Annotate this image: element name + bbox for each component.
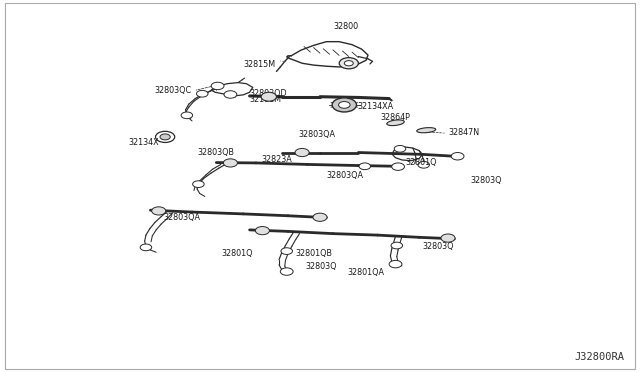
Circle shape — [391, 242, 403, 249]
Circle shape — [223, 159, 237, 167]
Ellipse shape — [160, 134, 170, 140]
Text: 32847N: 32847N — [448, 128, 479, 137]
Circle shape — [181, 112, 193, 119]
Text: 32803QA: 32803QA — [163, 213, 200, 222]
Ellipse shape — [332, 98, 356, 112]
Text: J32800RA: J32800RA — [574, 352, 624, 362]
Circle shape — [211, 82, 224, 90]
Circle shape — [389, 260, 402, 268]
Circle shape — [152, 207, 166, 215]
Circle shape — [339, 58, 358, 69]
Text: 32801QB: 32801QB — [295, 249, 332, 258]
Ellipse shape — [339, 102, 350, 108]
Circle shape — [196, 90, 208, 97]
Text: 32823A: 32823A — [261, 155, 292, 164]
Circle shape — [280, 268, 293, 275]
Circle shape — [224, 91, 237, 98]
Text: 32803QA: 32803QA — [326, 171, 364, 180]
Ellipse shape — [387, 120, 404, 126]
Text: 32181M: 32181M — [250, 95, 282, 104]
Text: 32803Q: 32803Q — [422, 242, 454, 251]
Circle shape — [451, 153, 464, 160]
Text: 32800: 32800 — [333, 22, 358, 31]
Ellipse shape — [417, 128, 436, 133]
Circle shape — [255, 227, 269, 235]
Circle shape — [441, 234, 455, 242]
Text: 32803Q: 32803Q — [470, 176, 502, 185]
Text: 32134XA: 32134XA — [357, 102, 393, 110]
Text: 32803QC: 32803QC — [155, 86, 192, 95]
Text: 32803QD: 32803QD — [250, 89, 287, 98]
Circle shape — [394, 145, 406, 152]
Circle shape — [295, 148, 309, 157]
Circle shape — [418, 161, 429, 168]
Text: 32134X: 32134X — [128, 138, 159, 147]
Text: 32864P: 32864P — [381, 113, 410, 122]
Circle shape — [344, 61, 353, 66]
Text: 32815M: 32815M — [243, 60, 275, 69]
Circle shape — [261, 92, 276, 101]
Circle shape — [140, 244, 152, 251]
Circle shape — [281, 248, 292, 254]
Circle shape — [193, 181, 204, 187]
Text: 32801QA: 32801QA — [348, 268, 385, 277]
Text: 32801Q: 32801Q — [405, 158, 436, 167]
Text: 32801Q: 32801Q — [221, 249, 253, 258]
Circle shape — [313, 213, 327, 221]
Circle shape — [359, 163, 371, 170]
Text: 32803QA: 32803QA — [298, 130, 335, 139]
Text: 32803QB: 32803QB — [198, 148, 235, 157]
Circle shape — [392, 163, 404, 170]
Text: 32803Q: 32803Q — [305, 262, 337, 271]
